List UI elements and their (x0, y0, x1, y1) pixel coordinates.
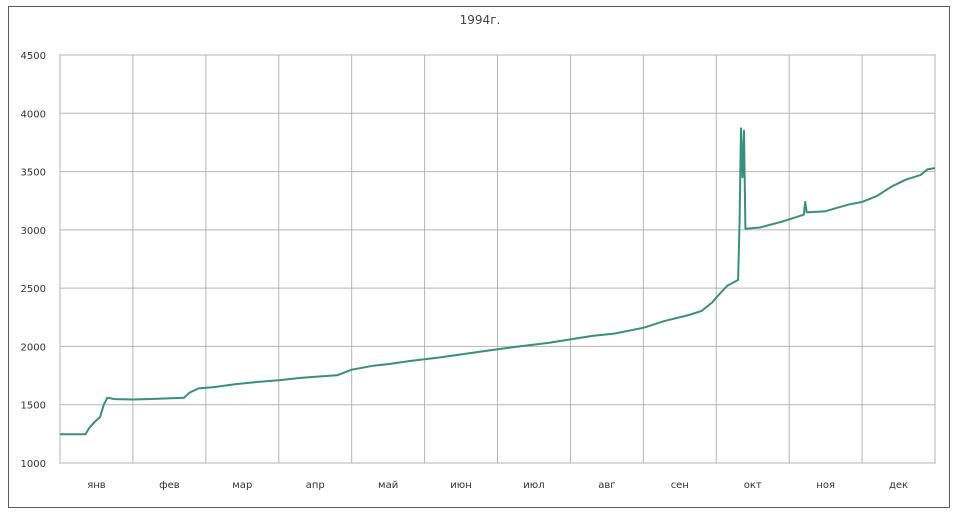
y-tick-label: 4000 (21, 109, 46, 120)
x-tick-label: янв (87, 480, 106, 491)
x-tick-label: авг (598, 480, 615, 491)
x-tick-label: июл (523, 480, 544, 491)
y-tick-label: 2000 (21, 342, 46, 353)
series-layer (60, 127, 936, 436)
y-tick-label: 4500 (21, 51, 46, 62)
x-tick-label: ноя (816, 480, 835, 491)
series-line (60, 127, 936, 436)
x-tick-label: апр (306, 480, 325, 491)
gridlines (59, 54, 936, 464)
x-tick-label: дек (889, 480, 908, 491)
y-tick-label: 1000 (21, 459, 46, 470)
y-tick-label: 2500 (21, 284, 46, 295)
y-axis-ticks: 1000 1500 2000 2500 3000 3500 4000 4500 (21, 51, 46, 470)
x-tick-label: май (378, 480, 398, 491)
y-tick-label: 3000 (21, 226, 46, 237)
y-tick-label: 1500 (21, 401, 46, 412)
x-tick-label: сен (671, 480, 689, 491)
x-axis-ticks: янв фев мар апр май июн июл авг сен окт ноя дек (87, 480, 908, 491)
chart-title: 1994г. (460, 13, 501, 27)
x-tick-label: июн (450, 480, 471, 491)
x-tick-label: фев (159, 480, 180, 491)
x-tick-label: мар (232, 480, 252, 491)
y-tick-label: 3500 (21, 168, 46, 179)
x-tick-label: окт (744, 480, 762, 491)
